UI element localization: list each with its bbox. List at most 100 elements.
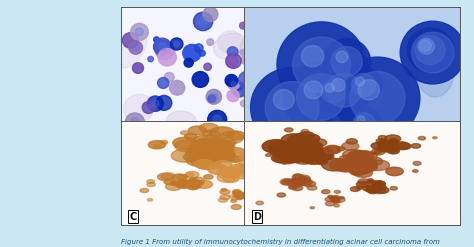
Circle shape — [350, 164, 373, 174]
Circle shape — [373, 181, 385, 187]
Circle shape — [270, 33, 277, 40]
Circle shape — [197, 146, 216, 155]
Circle shape — [326, 73, 362, 107]
Circle shape — [210, 140, 235, 152]
Circle shape — [292, 153, 316, 164]
Circle shape — [383, 147, 392, 152]
Circle shape — [323, 39, 371, 84]
Circle shape — [154, 144, 161, 148]
Circle shape — [176, 181, 191, 187]
Circle shape — [215, 162, 234, 181]
Circle shape — [258, 117, 273, 131]
Circle shape — [194, 160, 214, 169]
Circle shape — [347, 151, 371, 162]
Circle shape — [198, 146, 215, 154]
Circle shape — [247, 44, 266, 62]
Circle shape — [365, 186, 378, 192]
Circle shape — [147, 180, 155, 183]
Circle shape — [201, 146, 213, 152]
Circle shape — [204, 63, 211, 70]
Circle shape — [235, 83, 243, 90]
Circle shape — [239, 160, 253, 167]
Circle shape — [235, 193, 240, 196]
Circle shape — [228, 79, 239, 90]
Circle shape — [232, 191, 241, 195]
Circle shape — [301, 142, 315, 149]
Circle shape — [348, 151, 368, 161]
Circle shape — [257, 162, 263, 165]
Circle shape — [186, 158, 205, 176]
Circle shape — [251, 137, 309, 193]
Circle shape — [413, 162, 421, 165]
Circle shape — [293, 179, 304, 184]
Circle shape — [352, 157, 379, 183]
Circle shape — [283, 149, 310, 162]
Circle shape — [233, 169, 243, 174]
Circle shape — [372, 148, 385, 155]
Circle shape — [311, 148, 326, 155]
Circle shape — [223, 170, 238, 177]
Circle shape — [231, 197, 237, 200]
Circle shape — [339, 155, 353, 162]
Circle shape — [233, 189, 241, 194]
Circle shape — [310, 64, 317, 71]
Circle shape — [331, 47, 362, 76]
Circle shape — [233, 190, 240, 194]
Circle shape — [127, 124, 132, 129]
Circle shape — [248, 171, 256, 175]
Circle shape — [282, 142, 301, 150]
Circle shape — [192, 144, 221, 157]
Circle shape — [354, 168, 373, 177]
Circle shape — [204, 175, 213, 179]
Circle shape — [354, 113, 375, 133]
Circle shape — [345, 67, 382, 103]
Circle shape — [181, 131, 189, 135]
Circle shape — [303, 198, 309, 204]
Ellipse shape — [166, 111, 196, 132]
Circle shape — [232, 82, 247, 97]
Circle shape — [303, 134, 320, 142]
Circle shape — [349, 161, 363, 167]
Circle shape — [193, 131, 201, 139]
Circle shape — [393, 142, 410, 150]
Circle shape — [273, 54, 280, 60]
Circle shape — [332, 79, 345, 92]
Circle shape — [318, 149, 334, 157]
Circle shape — [223, 175, 239, 183]
Circle shape — [288, 134, 311, 146]
Circle shape — [350, 71, 405, 125]
Circle shape — [317, 64, 371, 116]
Circle shape — [155, 41, 175, 60]
Ellipse shape — [189, 188, 218, 219]
Circle shape — [229, 145, 237, 153]
Circle shape — [337, 147, 345, 151]
Circle shape — [335, 57, 420, 139]
Circle shape — [387, 146, 396, 150]
Circle shape — [310, 187, 322, 199]
Circle shape — [314, 39, 330, 54]
Circle shape — [358, 179, 370, 185]
Circle shape — [263, 152, 273, 157]
Circle shape — [342, 142, 359, 150]
Circle shape — [350, 155, 373, 166]
Circle shape — [321, 80, 346, 103]
Circle shape — [365, 157, 383, 165]
Ellipse shape — [197, 167, 223, 206]
Circle shape — [356, 159, 369, 166]
Circle shape — [311, 139, 327, 146]
Circle shape — [256, 154, 266, 159]
Circle shape — [289, 40, 299, 49]
Circle shape — [217, 173, 237, 182]
Ellipse shape — [303, 36, 336, 93]
Circle shape — [239, 22, 246, 29]
Circle shape — [253, 152, 264, 158]
Circle shape — [379, 145, 392, 151]
Circle shape — [161, 81, 166, 85]
Circle shape — [352, 157, 366, 164]
Circle shape — [300, 145, 317, 153]
Circle shape — [356, 158, 371, 165]
Circle shape — [346, 139, 357, 144]
Ellipse shape — [221, 152, 235, 165]
Circle shape — [170, 38, 183, 50]
Circle shape — [246, 158, 260, 164]
